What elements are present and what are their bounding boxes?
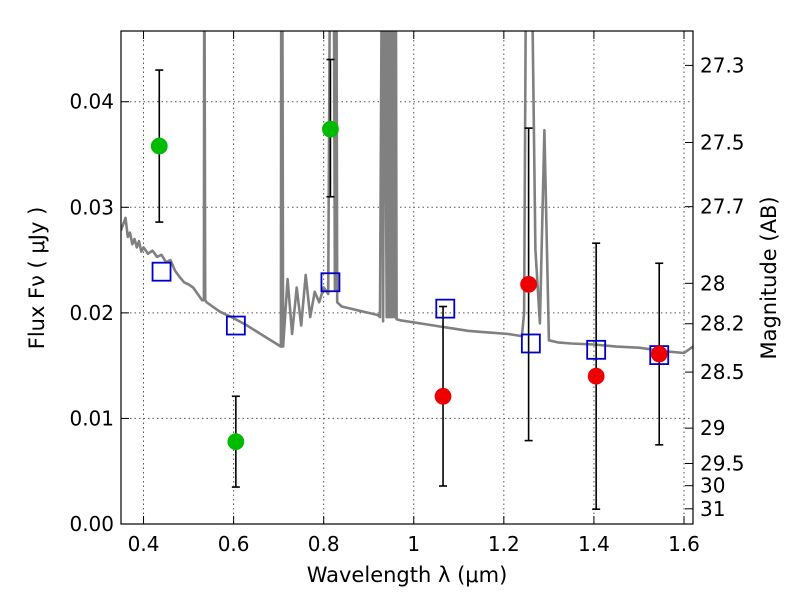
y2-tick-label: 30 — [700, 474, 725, 498]
y-axis-label: Flux Fν ( μJy ) — [25, 207, 49, 350]
model-square-marker — [225, 315, 246, 336]
y-tick-label: 0.00 — [69, 512, 114, 536]
x-tick-label: 1.6 — [668, 532, 700, 556]
red-data-point — [650, 345, 668, 363]
y2-tick-label: 28.5 — [700, 360, 745, 384]
y2-tick-label: 28.2 — [700, 312, 745, 336]
model-square-marker — [586, 339, 607, 360]
green-data-point — [322, 120, 339, 138]
model-square-marker — [520, 333, 541, 354]
model-square-marker — [320, 272, 341, 293]
y2-tick-label: 27.3 — [700, 53, 745, 77]
model-square-marker — [151, 261, 172, 282]
x-axis-ticks: 0.4 0.6 0.8 1 1.2 1.4 1.6 — [128, 31, 700, 556]
x-tick-label: 1.4 — [578, 532, 610, 556]
y-tick-label: 0.01 — [69, 406, 114, 430]
green-data-point — [150, 137, 168, 155]
y-tick-label: 0.02 — [69, 301, 114, 325]
x-axis-label: Wavelength λ (μm) — [307, 563, 508, 587]
y2-tick-label: 29 — [700, 416, 725, 440]
x-tick-label: 1.2 — [488, 532, 520, 556]
y-tick-label: 0.04 — [69, 90, 114, 114]
x-tick-label: 0.6 — [218, 532, 250, 556]
y-tick-label: 0.03 — [69, 195, 114, 219]
green-data-point — [227, 433, 245, 451]
grid-lines — [121, 31, 693, 525]
y-axis-ticks: 0.00 0.01 0.02 0.03 0.04 — [69, 90, 129, 536]
template-spectrum — [121, 31, 693, 355]
red-data-point — [520, 275, 538, 293]
y2-tick-label: 29.5 — [700, 452, 745, 476]
red-data-point — [434, 387, 452, 405]
y2-axis-label: Magnitude (AB) — [757, 196, 781, 359]
y2-tick-label: 31 — [700, 497, 725, 521]
x-tick-label: 1 — [407, 532, 420, 556]
x-tick-label: 0.8 — [308, 532, 340, 556]
red-data-point — [587, 367, 605, 385]
y2-tick-label: 27.7 — [700, 195, 745, 219]
template-spectrum-line — [121, 31, 693, 355]
y2-tick-label: 28 — [700, 271, 725, 295]
x-tick-label: 0.4 — [128, 532, 160, 556]
y2-tick-label: 27.5 — [700, 130, 745, 154]
model-square-marker — [435, 298, 456, 319]
plot-frame — [120, 30, 694, 525]
data-markers — [150, 120, 670, 451]
